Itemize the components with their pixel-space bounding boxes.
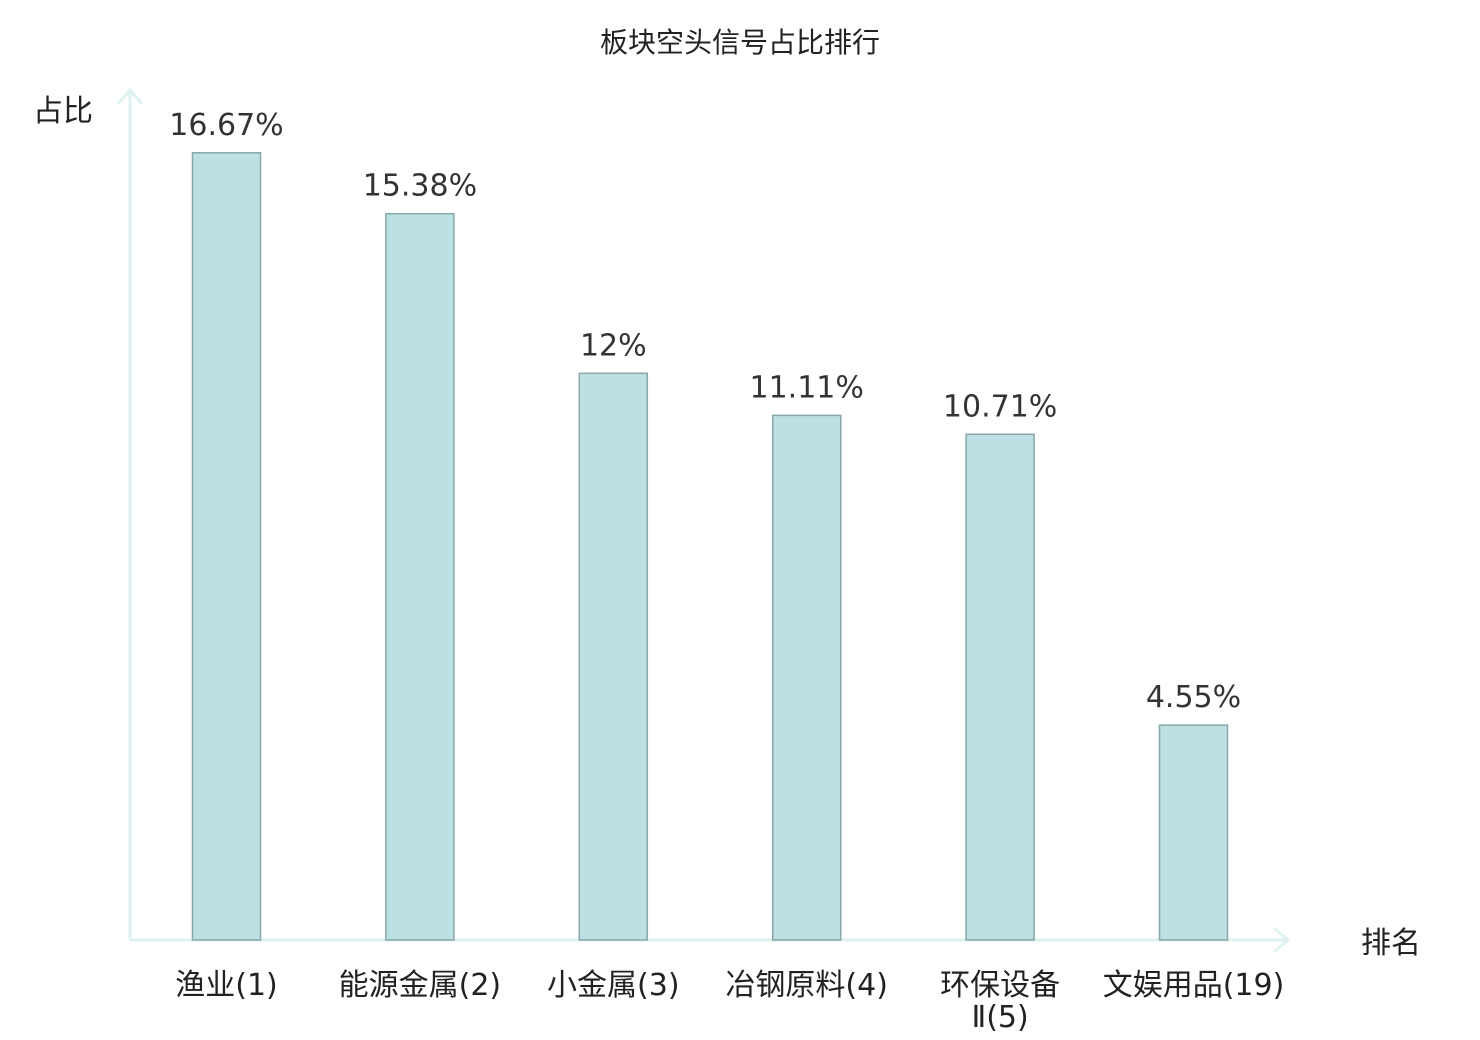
category-label: 环保设备 bbox=[940, 968, 1060, 1003]
bar-value-label: 16.67% bbox=[169, 108, 283, 143]
bar-value-label: 12% bbox=[580, 328, 647, 363]
category-label: 能源金属(2) bbox=[339, 968, 502, 1003]
category-label: 小金属(3) bbox=[547, 968, 680, 1003]
bar-value-label: 11.11% bbox=[750, 370, 864, 405]
category-label: Ⅱ(5) bbox=[971, 1000, 1028, 1035]
bar-value-label: 10.71% bbox=[943, 389, 1057, 424]
bar-1 bbox=[191, 152, 262, 941]
y-axis-arrow bbox=[116, 87, 144, 105]
x-axis-label: 排名 bbox=[1361, 926, 1421, 961]
x-axis-arrow bbox=[1273, 926, 1291, 954]
bar-3 bbox=[578, 372, 649, 941]
y-axis-label: 占比 bbox=[33, 94, 93, 129]
category-label: 渔业(1) bbox=[175, 968, 278, 1003]
bar-2 bbox=[385, 212, 455, 941]
category-label: 冶钢原料(4) bbox=[725, 968, 888, 1003]
bars-group: 16.67% 渔业(1) 15.38% 能源金属(2) 12% 小金属(3) 11.11% 冶… bbox=[169, 108, 1284, 1035]
bar-value-label: 15.38% bbox=[363, 169, 477, 204]
bar-value-label: 4.55% bbox=[1146, 680, 1241, 715]
bar-6 bbox=[1158, 724, 1229, 941]
bar-5 bbox=[965, 433, 1035, 941]
category-label: 文娱用品(19) bbox=[1103, 968, 1285, 1003]
chart-title: 板块空头信号占比排行 bbox=[600, 26, 880, 59]
bar-4 bbox=[771, 414, 842, 941]
